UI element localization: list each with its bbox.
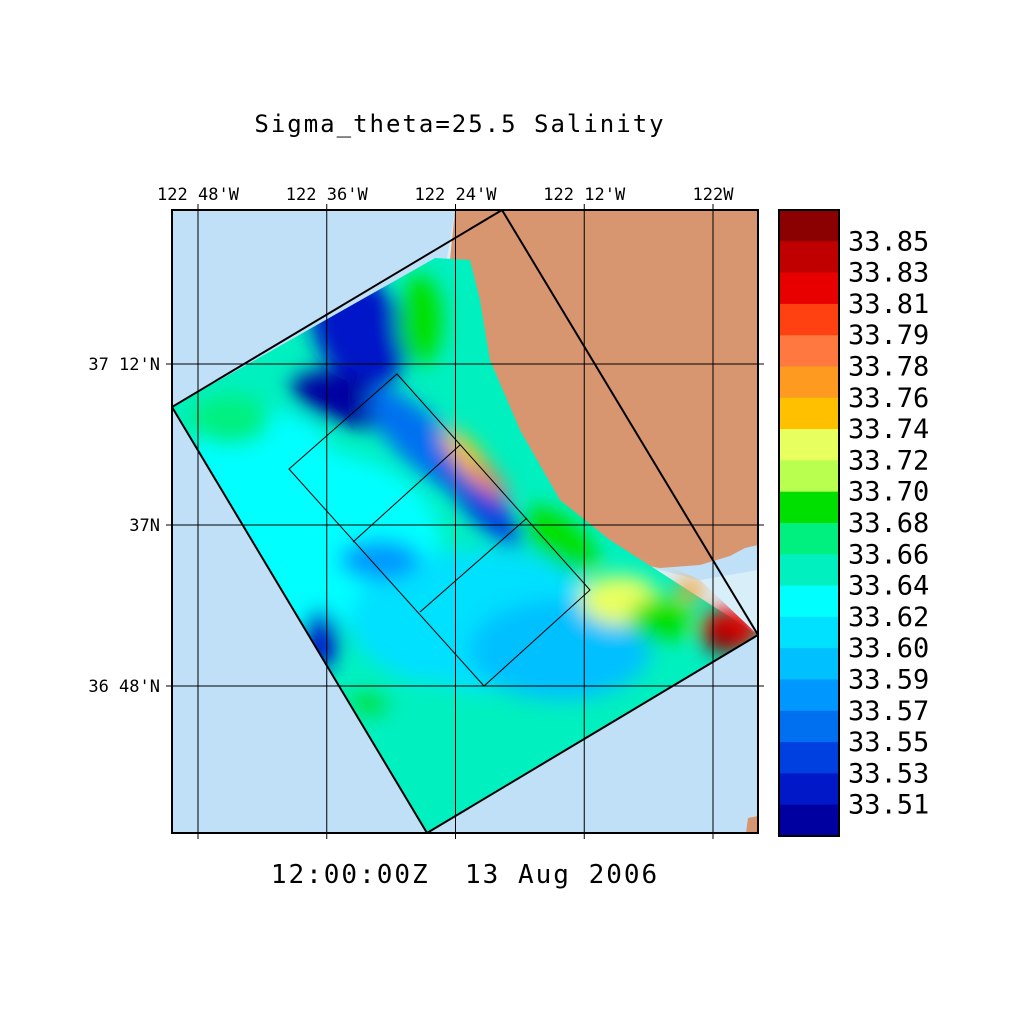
colorbar-swatch <box>779 804 839 837</box>
inner-grid-box <box>288 373 591 687</box>
colorbar-label: 33.68 <box>848 508 929 539</box>
colorbar-swatch <box>779 523 839 555</box>
colorbar-swatch <box>779 210 839 242</box>
salinity-patch <box>439 452 521 548</box>
timestamp-label: 12:00:00Z 13 Aug 2006 <box>271 860 659 890</box>
colorbar-swatch <box>779 585 839 618</box>
colorbar-swatch <box>779 366 839 399</box>
map-panel <box>166 204 764 839</box>
colorbar-label: 33.78 <box>848 352 929 383</box>
lat-tick-label: 36 48'N <box>88 677 160 697</box>
lon-tick-label: 122W <box>693 185 735 205</box>
graticule <box>172 210 758 833</box>
lat-tick-label: 37N <box>129 516 160 536</box>
map-title: Sigma_theta=25.5 Salinity <box>254 110 665 138</box>
colorbar-label: 33.51 <box>848 790 929 821</box>
salinity-patch <box>472 460 508 500</box>
salinity-patch <box>340 540 420 580</box>
lat-tick-label: 37 12'N <box>88 355 160 375</box>
colorbar-swatch <box>779 710 839 743</box>
colorbar-label: 33.64 <box>848 571 929 602</box>
lon-tick-label: 122 12'W <box>543 185 626 205</box>
colorbar-swatch <box>779 616 839 649</box>
colorbar-label: 33.60 <box>848 633 929 664</box>
land-islet <box>746 816 758 833</box>
lon-tick-label: 122 48'W <box>157 185 240 205</box>
colorbar-swatch <box>779 303 839 336</box>
colorbar-label: 33.53 <box>848 758 929 789</box>
colorbar-swatch <box>779 272 839 305</box>
colorbar-label: 33.66 <box>848 539 929 570</box>
colorbar-swatch <box>779 335 839 367</box>
colorbar-label: 33.83 <box>848 258 929 289</box>
colorbar-label: 33.76 <box>848 383 929 414</box>
colorbar-swatch <box>779 429 839 461</box>
colorbar-swatch <box>779 773 839 806</box>
colorbar-swatch <box>779 648 839 680</box>
colorbar-swatch <box>779 397 839 430</box>
colorbar-swatch <box>779 460 839 493</box>
colorbar-frame <box>778 209 840 837</box>
colorbar-label: 33.62 <box>848 602 929 633</box>
model-domain-boundary <box>172 210 758 833</box>
colorbar-label: 33.74 <box>848 414 929 445</box>
colorbar-label: 33.85 <box>848 226 929 257</box>
salinity-patch <box>706 626 738 654</box>
salinity-patch <box>678 578 702 602</box>
salinity-patch <box>470 600 650 700</box>
colorbar-swatch <box>779 742 839 774</box>
colorbar-swatch <box>779 491 839 524</box>
lon-tick-label: 122 36'W <box>286 185 369 205</box>
land-area <box>448 210 758 568</box>
colorbar-label: 33.81 <box>848 289 929 320</box>
salinity-patch <box>522 506 598 574</box>
salinity-patch <box>398 275 442 365</box>
colorbar-swatch <box>779 679 839 712</box>
colorbar-label: 33.59 <box>848 665 929 696</box>
colorbar-label: 33.79 <box>848 320 929 351</box>
lon-tick-label: 122 24'W <box>415 185 498 205</box>
map-frame <box>171 209 759 834</box>
colorbar: 33.8533.8333.8133.7933.7833.7633.7433.72… <box>778 209 929 837</box>
colorbar-swatch <box>779 241 839 274</box>
colorbar-label: 33.57 <box>848 696 929 727</box>
colorbar-label: 33.55 <box>848 727 929 758</box>
colorbar-swatch <box>779 554 839 587</box>
salinity-patch <box>190 395 270 445</box>
colorbar-label: 33.70 <box>848 477 929 508</box>
salinity-patch <box>350 693 390 717</box>
colorbar-label: 33.72 <box>848 445 929 476</box>
salinity-patch <box>630 598 690 642</box>
